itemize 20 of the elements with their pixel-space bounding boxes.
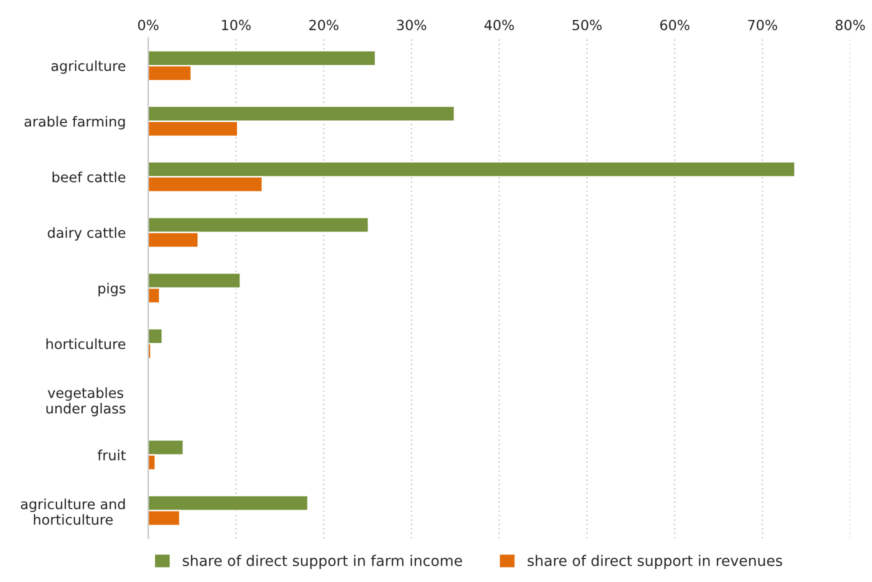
x-tick-label: 40% bbox=[484, 20, 514, 30]
legend-label: share of direct support in farm income bbox=[182, 554, 462, 569]
y-tick-label: pigs bbox=[98, 282, 126, 296]
x-tick-label: 50% bbox=[572, 20, 602, 30]
legend-label: share of direct support in revenues bbox=[528, 554, 782, 569]
x-tick-label: 80% bbox=[836, 20, 865, 30]
y-tick-label: horticulture bbox=[46, 338, 126, 350]
y-tick-label: agriculture bbox=[51, 60, 126, 74]
x-tick-label: 30% bbox=[397, 20, 426, 30]
x-tick-label: 0% bbox=[138, 20, 158, 30]
x-tick-label: 20% bbox=[309, 20, 338, 30]
y-tick-label: beef cattle bbox=[52, 172, 126, 182]
y-tick-label: vegetables under glass bbox=[46, 387, 126, 416]
y-tick-label: fruit bbox=[98, 450, 126, 460]
y-tick-label: arable farming bbox=[24, 116, 125, 130]
x-tick-label: 70% bbox=[748, 20, 778, 30]
y-tick-label: dairy cattle bbox=[48, 227, 126, 241]
x-tick-label: 10% bbox=[222, 20, 251, 30]
x-tick-label: 60% bbox=[660, 20, 690, 30]
y-tick-label: agriculture and horticulture bbox=[20, 498, 125, 525]
